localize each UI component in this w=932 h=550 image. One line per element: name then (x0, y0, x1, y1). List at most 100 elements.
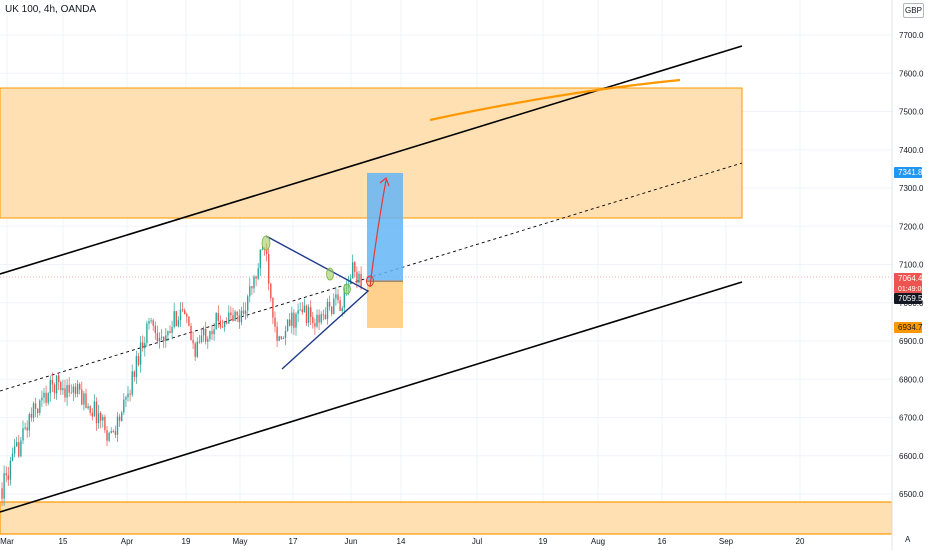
candle-body (276, 326, 278, 341)
candle-body (104, 416, 106, 431)
candle-body (116, 416, 119, 435)
candle-body (207, 338, 209, 342)
candle-body (305, 305, 308, 323)
pivot-marker (261, 235, 271, 251)
pivot-marker (326, 267, 334, 281)
stop-price-label: 6934.7 (898, 323, 923, 332)
candle-body (190, 325, 192, 340)
candle-body (85, 393, 87, 409)
currency-button[interactable]: GBP (903, 3, 924, 18)
symbol-title: UK 100, 4h, OANDA (5, 4, 97, 15)
time-tick-label: May (232, 537, 247, 546)
overlays (261, 173, 403, 370)
candle-body (18, 442, 20, 457)
candle-body (43, 392, 45, 398)
candle-body (156, 332, 159, 342)
candle-body (270, 283, 272, 299)
candle-body (175, 311, 177, 327)
candle-body (209, 331, 211, 339)
candle-body (169, 331, 171, 333)
stop-price-tag (894, 322, 922, 333)
time-tick-label: Jun (345, 537, 358, 546)
candle-body (236, 311, 238, 316)
candle-body (326, 301, 329, 320)
candle-body (102, 416, 104, 421)
candle-body (223, 322, 226, 327)
candle-body (318, 314, 320, 323)
candle-body (316, 314, 318, 327)
candle-body (238, 315, 240, 323)
price-tick-label: 7700.0 (899, 31, 924, 40)
time-tick-label: Sep (719, 537, 734, 546)
price-tick-label: 7200.0 (899, 222, 924, 231)
candle-body (228, 312, 230, 324)
candle-body (72, 386, 75, 393)
candle-body (146, 323, 148, 344)
candle-body (328, 301, 331, 307)
candle-body (186, 314, 188, 317)
current-price-tag (894, 273, 922, 293)
candle-body (272, 298, 274, 318)
candle-body (171, 327, 173, 333)
candle-body (70, 392, 72, 394)
candle-body (184, 310, 186, 315)
candle-body (167, 331, 169, 336)
candle-body (60, 382, 62, 391)
prev-close-tag (894, 293, 922, 304)
price-tick-label: 6500.0 (899, 490, 924, 499)
candle-body (158, 338, 161, 342)
candle-body (127, 393, 129, 398)
candle-body (181, 309, 184, 311)
time-tick-label: Apr (121, 537, 134, 546)
candle-body (284, 330, 287, 339)
candle-body (291, 312, 293, 326)
candle-body (66, 384, 68, 398)
auto-scale-button[interactable]: A (905, 535, 911, 544)
chart-grid (0, 0, 892, 532)
candle-body (97, 413, 100, 424)
trend-lines (0, 45, 743, 513)
target-price-tag (894, 167, 922, 178)
candle-body (259, 249, 261, 269)
candle-body (24, 427, 26, 429)
candle-body (249, 286, 251, 297)
candles (1, 243, 362, 506)
candle-body (322, 314, 324, 316)
time-tick-label: 20 (796, 537, 805, 546)
candle-body (11, 453, 14, 461)
candle-body (331, 306, 333, 314)
candle-body (148, 321, 150, 324)
candle-body (341, 307, 343, 312)
candle-body (289, 319, 291, 326)
candle-body (150, 320, 152, 322)
candle-body (255, 276, 257, 279)
candle-body (152, 320, 154, 326)
candle-body (192, 339, 194, 344)
candle-body (112, 431, 114, 433)
target-price-label: 7341.8 (898, 168, 923, 177)
time-tick-label: 16 (658, 537, 667, 546)
candle-body (265, 249, 268, 255)
candle-body (339, 300, 341, 312)
candle-body (205, 328, 207, 342)
candle-body (307, 307, 310, 323)
candle-body (22, 428, 24, 441)
target-arrowhead (379, 176, 390, 187)
time-tick-label: 19 (182, 537, 191, 546)
candle-body (278, 336, 280, 341)
stop-zone (367, 281, 403, 328)
candle-body (343, 288, 345, 308)
candle-body (295, 313, 297, 328)
time-tick-label: 17 (289, 537, 298, 546)
candle-body (280, 336, 282, 339)
candle-body (41, 397, 43, 401)
price-tick-label: 6900.0 (899, 337, 924, 346)
candle-body (144, 343, 146, 349)
time-axis: Mar 15 Apr 19 May 17 Jun 14 Jul 19 Aug 16 Sep 20 (0, 537, 805, 546)
candle-body (133, 371, 135, 377)
triangle-pattern (265, 235, 370, 370)
candle-body (123, 399, 125, 413)
candle-body (58, 375, 60, 383)
